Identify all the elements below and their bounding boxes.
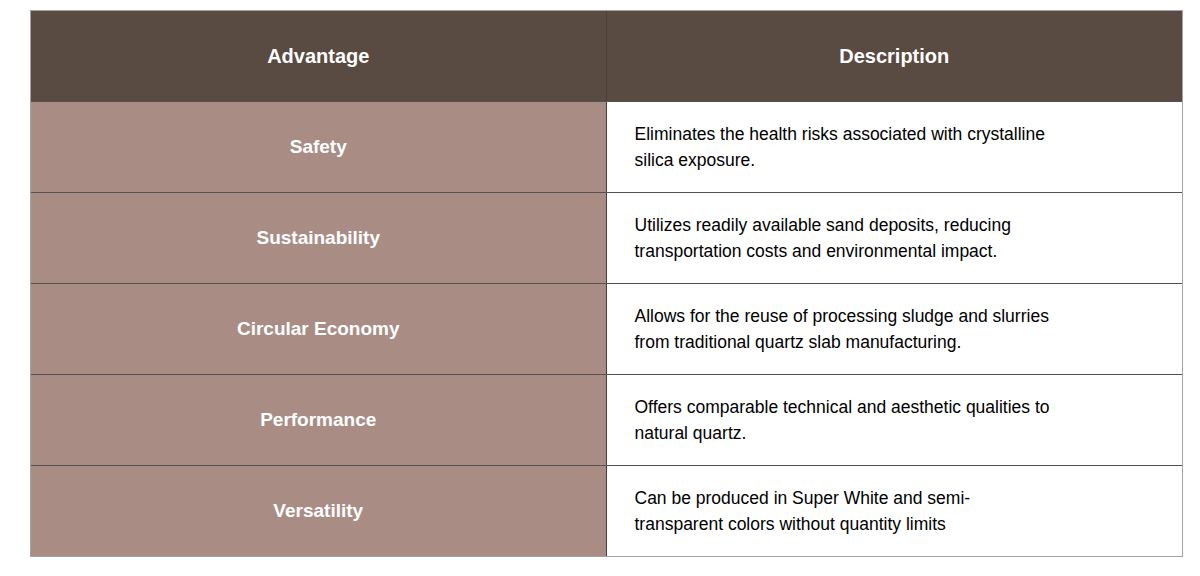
description-cell: Utilizes readily available sand deposits… — [607, 193, 1183, 283]
advantage-cell: Circular Economy — [31, 284, 607, 374]
advantage-cell: Sustainability — [31, 193, 607, 283]
page: Advantage Description Safety Eliminates … — [0, 0, 1200, 576]
table-row-circular-economy: Circular Economy Allows for the reuse of… — [31, 283, 1182, 374]
advantage-cell: Versatility — [31, 466, 607, 556]
advantage-label: Circular Economy — [237, 318, 400, 340]
advantage-cell: Performance — [31, 375, 607, 465]
description-text: Offers comparable technical and aestheti… — [635, 394, 1050, 446]
advantage-label: Performance — [260, 409, 376, 431]
advantage-label: Safety — [290, 136, 347, 158]
description-text: Utilizes readily available sand deposits… — [635, 212, 1011, 264]
advantage-cell: Safety — [31, 102, 607, 192]
header-label-description: Description — [839, 45, 949, 68]
table-row-sustainability: Sustainability Utilizes readily availabl… — [31, 192, 1182, 283]
header-row: Advantage Description — [31, 11, 1182, 101]
description-text: Allows for the reuse of processing sludg… — [635, 303, 1049, 355]
description-cell: Offers comparable technical and aestheti… — [607, 375, 1183, 465]
header-cell-description: Description — [607, 11, 1183, 101]
advantages-table: Advantage Description Safety Eliminates … — [30, 10, 1183, 557]
table-row-versatility: Versatility Can be produced in Super Whi… — [31, 465, 1182, 556]
advantage-label: Sustainability — [256, 227, 380, 249]
description-cell: Can be produced in Super White and semi-… — [607, 466, 1183, 556]
header-cell-advantage: Advantage — [31, 11, 607, 101]
table-row-safety: Safety Eliminates the health risks assoc… — [31, 101, 1182, 192]
description-cell: Allows for the reuse of processing sludg… — [607, 284, 1183, 374]
advantage-label: Versatility — [273, 500, 363, 522]
description-text: Can be produced in Super White and semi-… — [635, 485, 971, 537]
header-label-advantage: Advantage — [267, 45, 369, 68]
description-cell: Eliminates the health risks associated w… — [607, 102, 1183, 192]
description-text: Eliminates the health risks associated w… — [635, 121, 1045, 173]
table-row-performance: Performance Offers comparable technical … — [31, 374, 1182, 465]
